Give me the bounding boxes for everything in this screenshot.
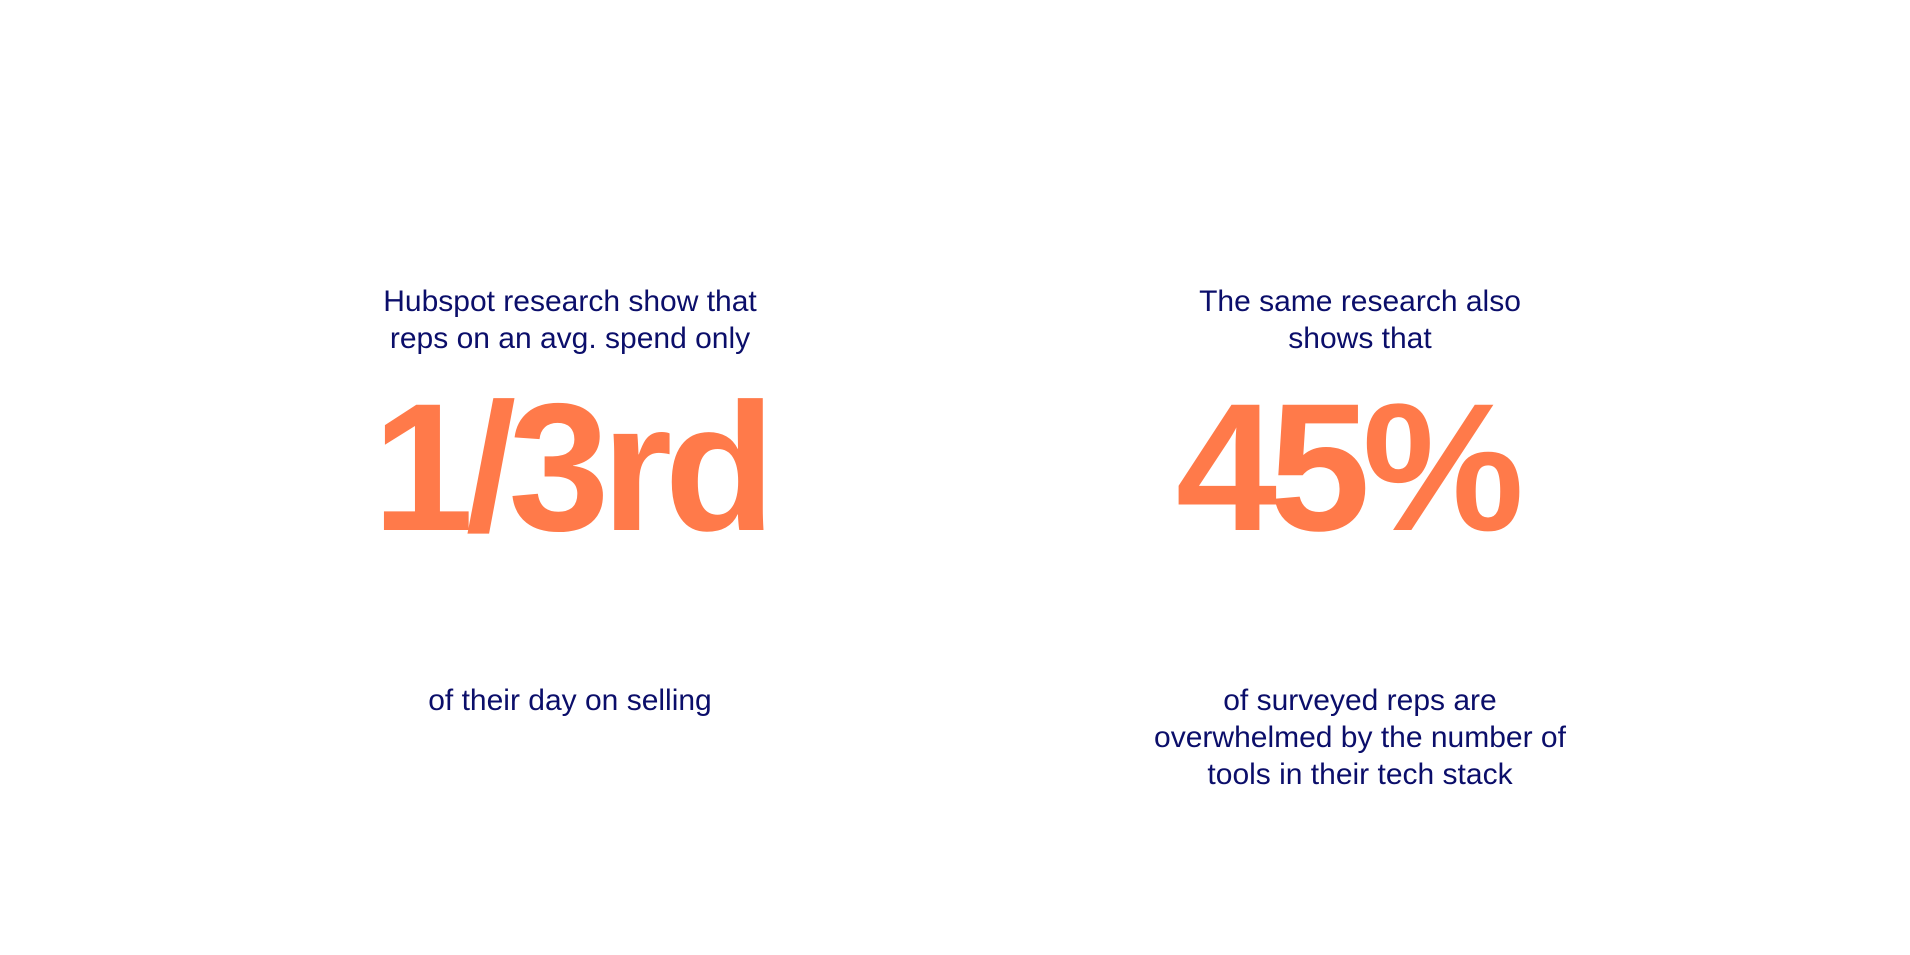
stat-card-selling-time: Hubspot research show that reps on an av…	[330, 283, 810, 719]
stat-intro-text: The same research also shows that	[1199, 285, 1521, 355]
stat-value: 1/3rd	[372, 365, 775, 569]
stat-outro-text: of surveyed reps are overwhelmed by the …	[1154, 684, 1566, 791]
stat-outro-text: of their day on selling	[428, 684, 712, 717]
stat-value: 45%	[1175, 365, 1524, 569]
stat-card-tech-stack: The same research also shows that 45% of…	[1110, 283, 1610, 793]
stat-intro-text: Hubspot research show that reps on an av…	[383, 285, 757, 355]
